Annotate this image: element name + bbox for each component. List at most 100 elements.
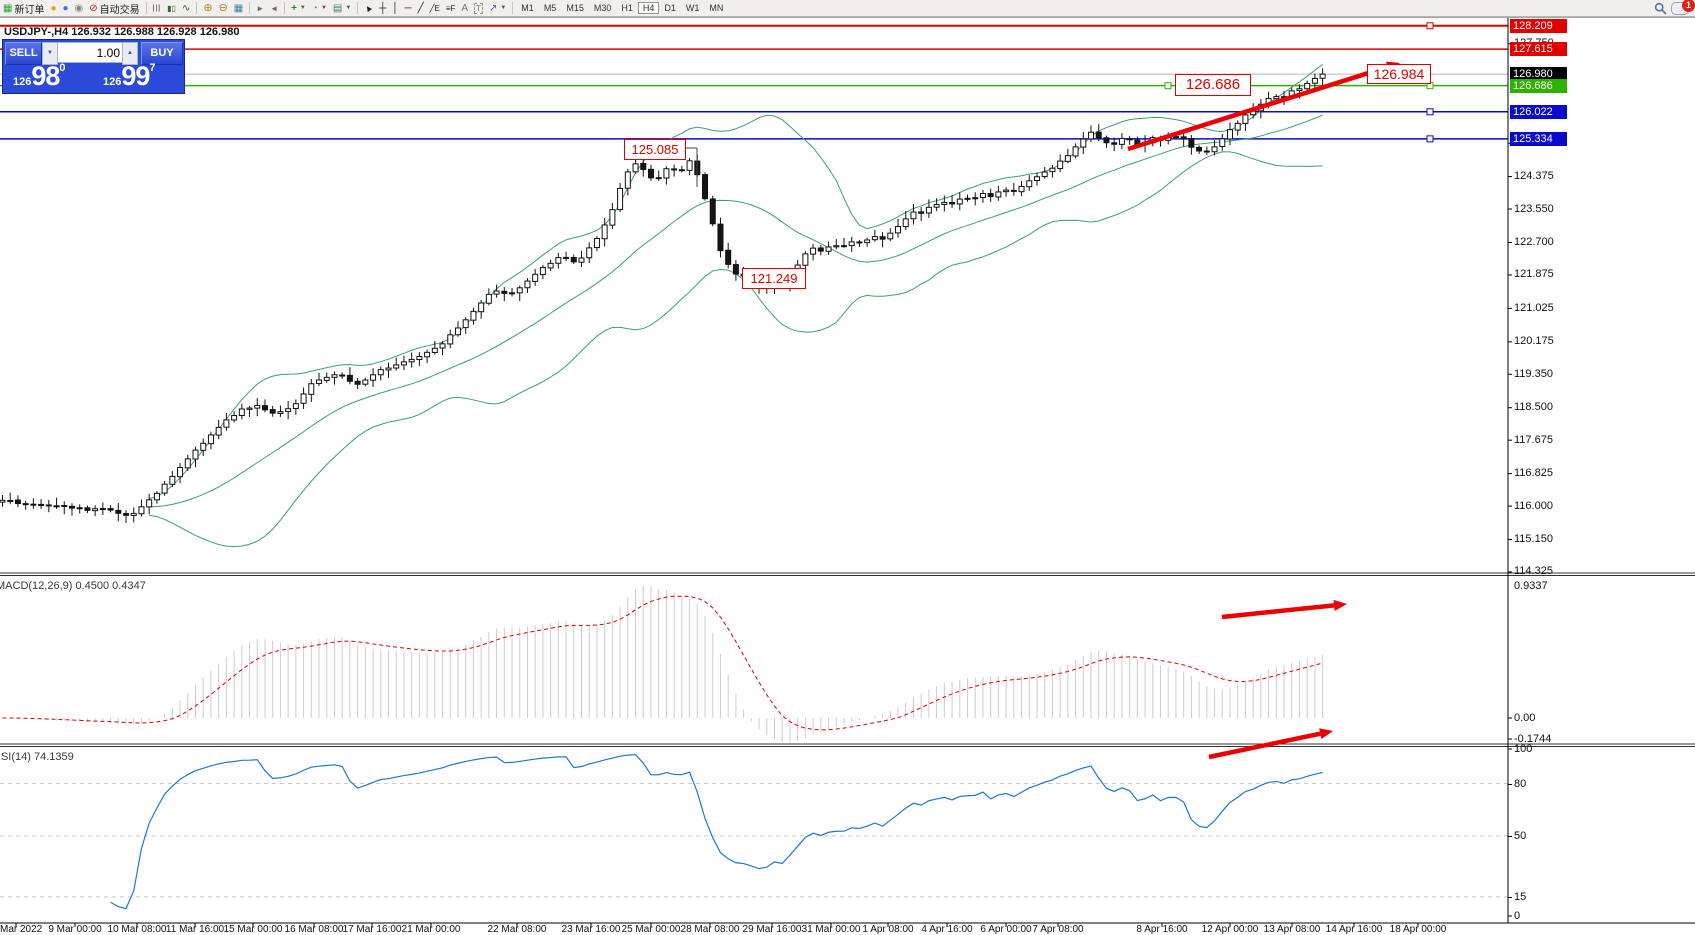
line-chart-button[interactable]: ∿: [179, 1, 193, 16]
indicators-button[interactable]: + ▼: [288, 1, 309, 16]
zoom-out-button[interactable]: ⊖: [216, 1, 231, 16]
line-handle[interactable]: [1426, 22, 1434, 30]
tile-windows-icon: ▦: [233, 2, 244, 14]
line-handle[interactable]: [1164, 82, 1172, 90]
templates-button[interactable]: ▤ ▼: [330, 1, 354, 16]
periods-button[interactable]: ◔ ▼: [309, 1, 330, 16]
fibonacci-button[interactable]: ≡F: [443, 1, 459, 16]
trendline-button[interactable]: ╱: [415, 1, 427, 16]
text-icon: A: [461, 2, 469, 14]
timeframe-H1[interactable]: H1: [621, 2, 633, 13]
dropdown-arrow-icon: ▼: [500, 5, 507, 11]
rsi-scale-100: 100: [1514, 742, 1533, 755]
toolbar-separator: [512, 2, 514, 14]
arrows-tool-icon: ↗: [488, 2, 498, 14]
volume-input[interactable]: [57, 42, 125, 63]
timeframe-H4[interactable]: H4: [637, 1, 660, 14]
bar-chart-button[interactable]: |||: [150, 1, 164, 16]
time-label: 11 Mar 16:00: [165, 924, 225, 935]
price-tick-114.325: 114.325: [1514, 565, 1553, 578]
price-tick-115.150: 115.150: [1514, 532, 1553, 545]
time-label: 13 Apr 08:00: [1263, 924, 1321, 935]
arrows-tool-button[interactable]: ↗ ▼: [486, 1, 509, 16]
line-handle[interactable]: [1426, 108, 1434, 116]
signal-button[interactable]: ◉: [72, 1, 87, 16]
auto-trading-button[interactable]: ⊘ 自动交易: [86, 1, 142, 16]
community-button[interactable]: ●: [60, 1, 72, 16]
trendline-icon: ╱: [417, 2, 424, 14]
price-annotation-126.686[interactable]: 126.686: [1175, 74, 1251, 96]
trend-arrow[interactable]: [1208, 731, 1321, 760]
time-label: 7 Apr 08:00: [1032, 924, 1084, 935]
horizontal-line-button[interactable]: ─: [402, 1, 415, 16]
ask-pipette: 7: [149, 62, 156, 74]
channel-button[interactable]: ╱E: [427, 1, 443, 16]
bollinger-bands: [149, 63, 1323, 548]
price-tick-117.675: 117.675: [1514, 433, 1553, 446]
zoom-in-button[interactable]: ⊕: [200, 1, 215, 16]
volume-increase-button[interactable]: ▲: [122, 42, 138, 65]
text-button[interactable]: A: [458, 1, 471, 16]
macd-label: MACD(12,26,9) 0.4500 0.4347: [0, 580, 146, 592]
price-annotation-125.085[interactable]: 125.085: [624, 139, 686, 160]
price-badge-128.209: 128.209: [1510, 18, 1567, 33]
time-label: 15 Mar 00:00: [223, 924, 283, 935]
trend-arrow[interactable]: [1127, 64, 1389, 152]
macd-scale-0.00: 0.00: [1514, 711, 1536, 724]
timeframe-M5[interactable]: M5: [543, 2, 557, 13]
channel-icon: ╱E: [429, 3, 440, 13]
bid-big-figure: 126: [13, 76, 32, 88]
trend-arrow[interactable]: [1221, 603, 1335, 620]
window-border: [0, 17, 1695, 18]
dropdown-arrow-icon: ▼: [299, 5, 306, 11]
crosshair-button[interactable]: ┼: [376, 1, 389, 16]
zoom-out-icon: ⊖: [218, 1, 228, 14]
timeframe-D1[interactable]: D1: [664, 2, 676, 13]
sell-button[interactable]: SELL: [5, 42, 42, 65]
gold-button[interactable]: ●: [47, 1, 59, 16]
timeframe-M1[interactable]: M1: [521, 2, 534, 13]
cursor-button[interactable]: ▲: [361, 1, 376, 16]
new-order-button[interactable]: ▦ 新订单: [0, 1, 47, 16]
chart-shift-button[interactable]: ◄: [267, 1, 281, 16]
text-label-button[interactable]: T: [471, 1, 486, 16]
search-icon[interactable]: [1654, 2, 1667, 15]
price-annotation-126.984[interactable]: 126.984: [1367, 64, 1431, 84]
new-order-label: 新订单: [14, 4, 45, 16]
time-label: 14 Apr 16:00: [1325, 924, 1383, 935]
bid-pipette: 0: [59, 62, 66, 74]
macd-histogram: [17, 586, 1324, 743]
zoom-in-icon: ⊕: [203, 1, 213, 14]
trend-arrow-head: [1319, 728, 1333, 740]
notification-badge: 1: [1682, 0, 1695, 12]
price-annotation-121.249[interactable]: 121.249: [742, 268, 806, 289]
price-tick-119.350: 119.350: [1514, 367, 1553, 380]
chat-icon[interactable]: 1: [1671, 0, 1695, 15]
dropdown-arrow-icon: ▼: [345, 5, 352, 11]
price-tick-124.375: 124.375: [1514, 170, 1554, 183]
rsi-scale-50: 50: [1514, 830, 1527, 842]
timeframe-M30[interactable]: M30: [593, 2, 612, 13]
ask-pips: 99: [121, 61, 150, 91]
buy-button[interactable]: BUY: [141, 42, 183, 65]
candlestick-chart-icon: ▮▯: [167, 3, 176, 13]
timeframe-M15[interactable]: M15: [566, 2, 584, 13]
timeframe-MN[interactable]: MN: [709, 2, 724, 13]
line-handle[interactable]: [1426, 135, 1434, 143]
macd-scale--0.1744: -0.1744: [1514, 732, 1552, 745]
auto-trading-icon: ⊘: [89, 2, 98, 14]
crosshair-icon: ┼: [379, 2, 387, 14]
timeframe-W1[interactable]: W1: [685, 2, 700, 13]
ask-big-figure: 126: [103, 76, 122, 88]
tile-windows-button[interactable]: ▦: [231, 1, 246, 16]
vertical-line-button[interactable]: │: [389, 1, 401, 16]
price-badge-126.686: 126.686: [1510, 78, 1567, 93]
rsi-scale-80: 80: [1514, 778, 1527, 790]
vertical-line-icon: │: [392, 2, 399, 14]
time-label: Mar 2022: [0, 924, 43, 935]
templates-icon: ▤: [332, 2, 343, 14]
auto-scroll-button[interactable]: ►: [253, 1, 267, 16]
time-label: 23 Mar 16:00: [561, 924, 621, 935]
candlestick-chart-button[interactable]: ▮▯: [164, 1, 179, 16]
